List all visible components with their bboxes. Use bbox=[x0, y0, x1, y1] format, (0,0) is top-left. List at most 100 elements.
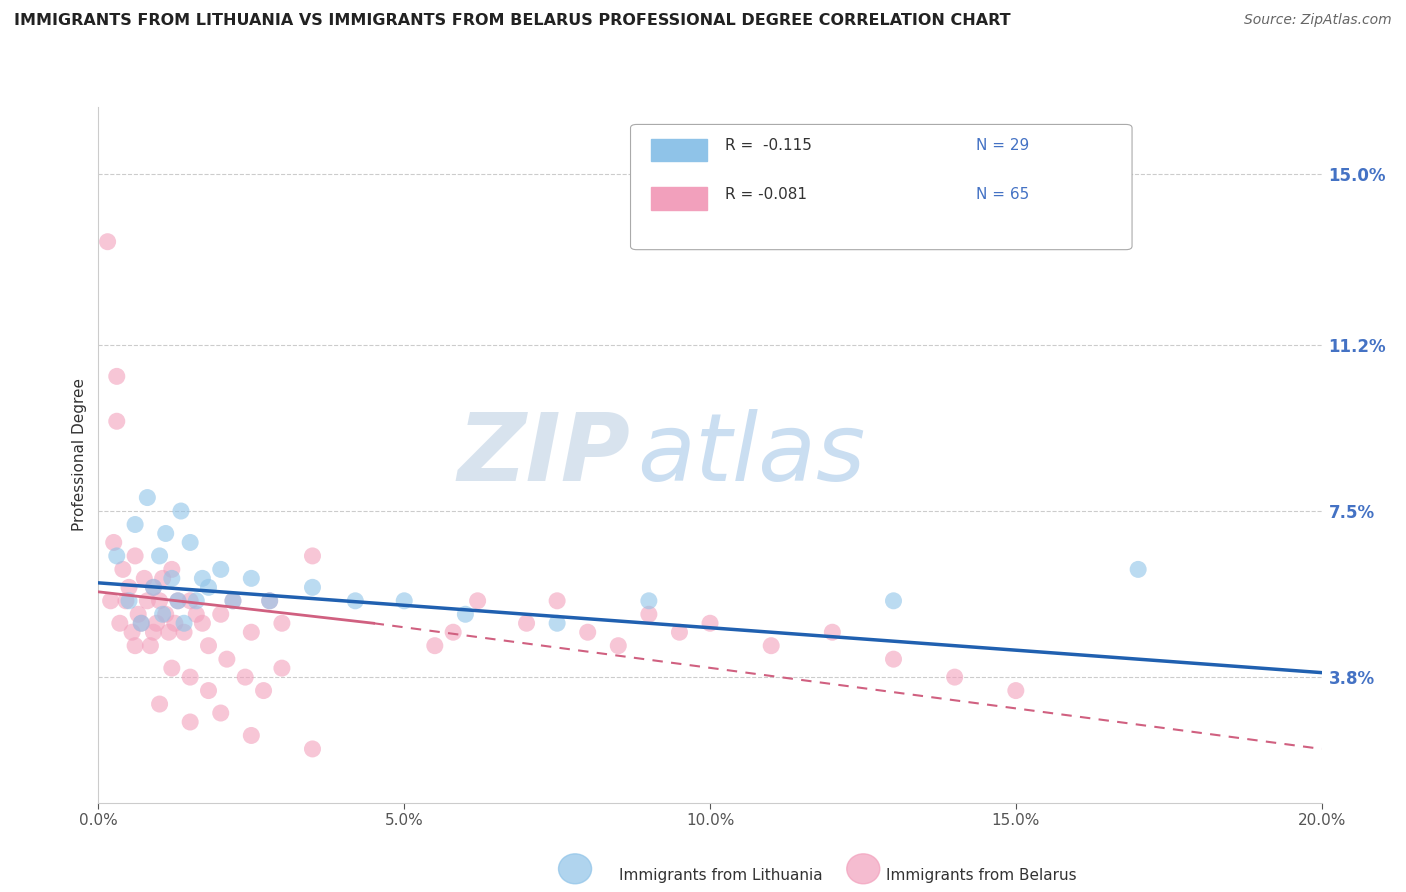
Point bbox=[821, 625, 844, 640]
Point bbox=[179, 594, 201, 608]
Text: atlas: atlas bbox=[637, 409, 865, 500]
Point bbox=[100, 594, 122, 608]
Point bbox=[233, 670, 256, 684]
Bar bbox=[651, 138, 707, 161]
Point bbox=[576, 625, 599, 640]
Point bbox=[209, 706, 232, 720]
Point bbox=[467, 594, 489, 608]
Point bbox=[105, 414, 128, 428]
Point bbox=[197, 683, 219, 698]
Point bbox=[136, 594, 159, 608]
Point bbox=[638, 594, 661, 608]
Point bbox=[124, 517, 146, 532]
Point bbox=[157, 625, 180, 640]
Text: IMMIGRANTS FROM LITHUANIA VS IMMIGRANTS FROM BELARUS PROFESSIONAL DEGREE CORRELA: IMMIGRANTS FROM LITHUANIA VS IMMIGRANTS … bbox=[14, 13, 1011, 29]
Point bbox=[142, 580, 165, 594]
Point bbox=[943, 670, 966, 684]
Point bbox=[215, 652, 238, 666]
Point bbox=[179, 714, 201, 729]
Point bbox=[149, 697, 172, 711]
Point bbox=[252, 683, 274, 698]
Point bbox=[1004, 683, 1026, 698]
Text: R = -0.081: R = -0.081 bbox=[725, 186, 807, 202]
Text: Source: ZipAtlas.com: Source: ZipAtlas.com bbox=[1244, 13, 1392, 28]
Text: N = 65: N = 65 bbox=[976, 186, 1029, 202]
Point bbox=[197, 580, 219, 594]
Point bbox=[883, 652, 905, 666]
Point bbox=[124, 549, 146, 563]
Circle shape bbox=[846, 854, 880, 884]
Point bbox=[97, 235, 120, 249]
Text: ZIP: ZIP bbox=[457, 409, 630, 501]
Point bbox=[139, 639, 162, 653]
Circle shape bbox=[558, 854, 592, 884]
Point bbox=[270, 661, 294, 675]
Point bbox=[454, 607, 477, 622]
Point bbox=[699, 616, 721, 631]
Point bbox=[149, 549, 172, 563]
Text: Immigrants from Lithuania: Immigrants from Lithuania bbox=[619, 869, 823, 883]
Point bbox=[152, 571, 174, 585]
Point bbox=[160, 661, 183, 675]
Point bbox=[240, 729, 263, 743]
Point bbox=[155, 607, 177, 622]
Point bbox=[129, 616, 152, 631]
Point bbox=[259, 594, 281, 608]
Point bbox=[127, 607, 149, 622]
Point bbox=[191, 571, 214, 585]
Point bbox=[134, 571, 156, 585]
Point bbox=[209, 562, 232, 576]
Point bbox=[105, 369, 128, 384]
Point bbox=[392, 594, 416, 608]
Point bbox=[546, 594, 568, 608]
Point bbox=[344, 594, 367, 608]
Point bbox=[883, 594, 905, 608]
Point bbox=[301, 549, 323, 563]
Point bbox=[173, 616, 195, 631]
Text: Immigrants from Belarus: Immigrants from Belarus bbox=[886, 869, 1077, 883]
Point bbox=[301, 742, 323, 756]
Point bbox=[516, 616, 538, 631]
Point bbox=[142, 580, 165, 594]
Point bbox=[441, 625, 464, 640]
Y-axis label: Professional Degree: Professional Degree bbox=[72, 378, 87, 532]
Point bbox=[179, 535, 201, 549]
Point bbox=[160, 571, 183, 585]
Point bbox=[222, 594, 245, 608]
Point bbox=[173, 625, 195, 640]
Point bbox=[607, 639, 630, 653]
Point bbox=[259, 594, 281, 608]
Point bbox=[152, 607, 174, 622]
Point bbox=[142, 625, 165, 640]
Point bbox=[197, 639, 219, 653]
Point bbox=[118, 580, 141, 594]
Text: N = 29: N = 29 bbox=[976, 137, 1029, 153]
Point bbox=[155, 526, 177, 541]
Point bbox=[668, 625, 690, 640]
Point bbox=[170, 504, 193, 518]
Point bbox=[270, 616, 294, 631]
Point bbox=[105, 549, 128, 563]
Point bbox=[546, 616, 568, 631]
Point bbox=[145, 616, 167, 631]
Point bbox=[124, 639, 146, 653]
Point bbox=[761, 639, 783, 653]
Point bbox=[191, 616, 214, 631]
Point bbox=[167, 594, 190, 608]
Point bbox=[179, 670, 201, 684]
FancyBboxPatch shape bbox=[630, 124, 1132, 250]
Point bbox=[240, 571, 263, 585]
Point bbox=[240, 625, 263, 640]
Point bbox=[118, 594, 141, 608]
Point bbox=[167, 594, 190, 608]
Bar bbox=[651, 187, 707, 210]
Point bbox=[301, 580, 323, 594]
Point bbox=[121, 625, 143, 640]
Point bbox=[149, 594, 172, 608]
Point bbox=[163, 616, 186, 631]
Point bbox=[111, 562, 134, 576]
Point bbox=[222, 594, 245, 608]
Point bbox=[423, 639, 446, 653]
Point bbox=[108, 616, 131, 631]
Point bbox=[186, 607, 208, 622]
